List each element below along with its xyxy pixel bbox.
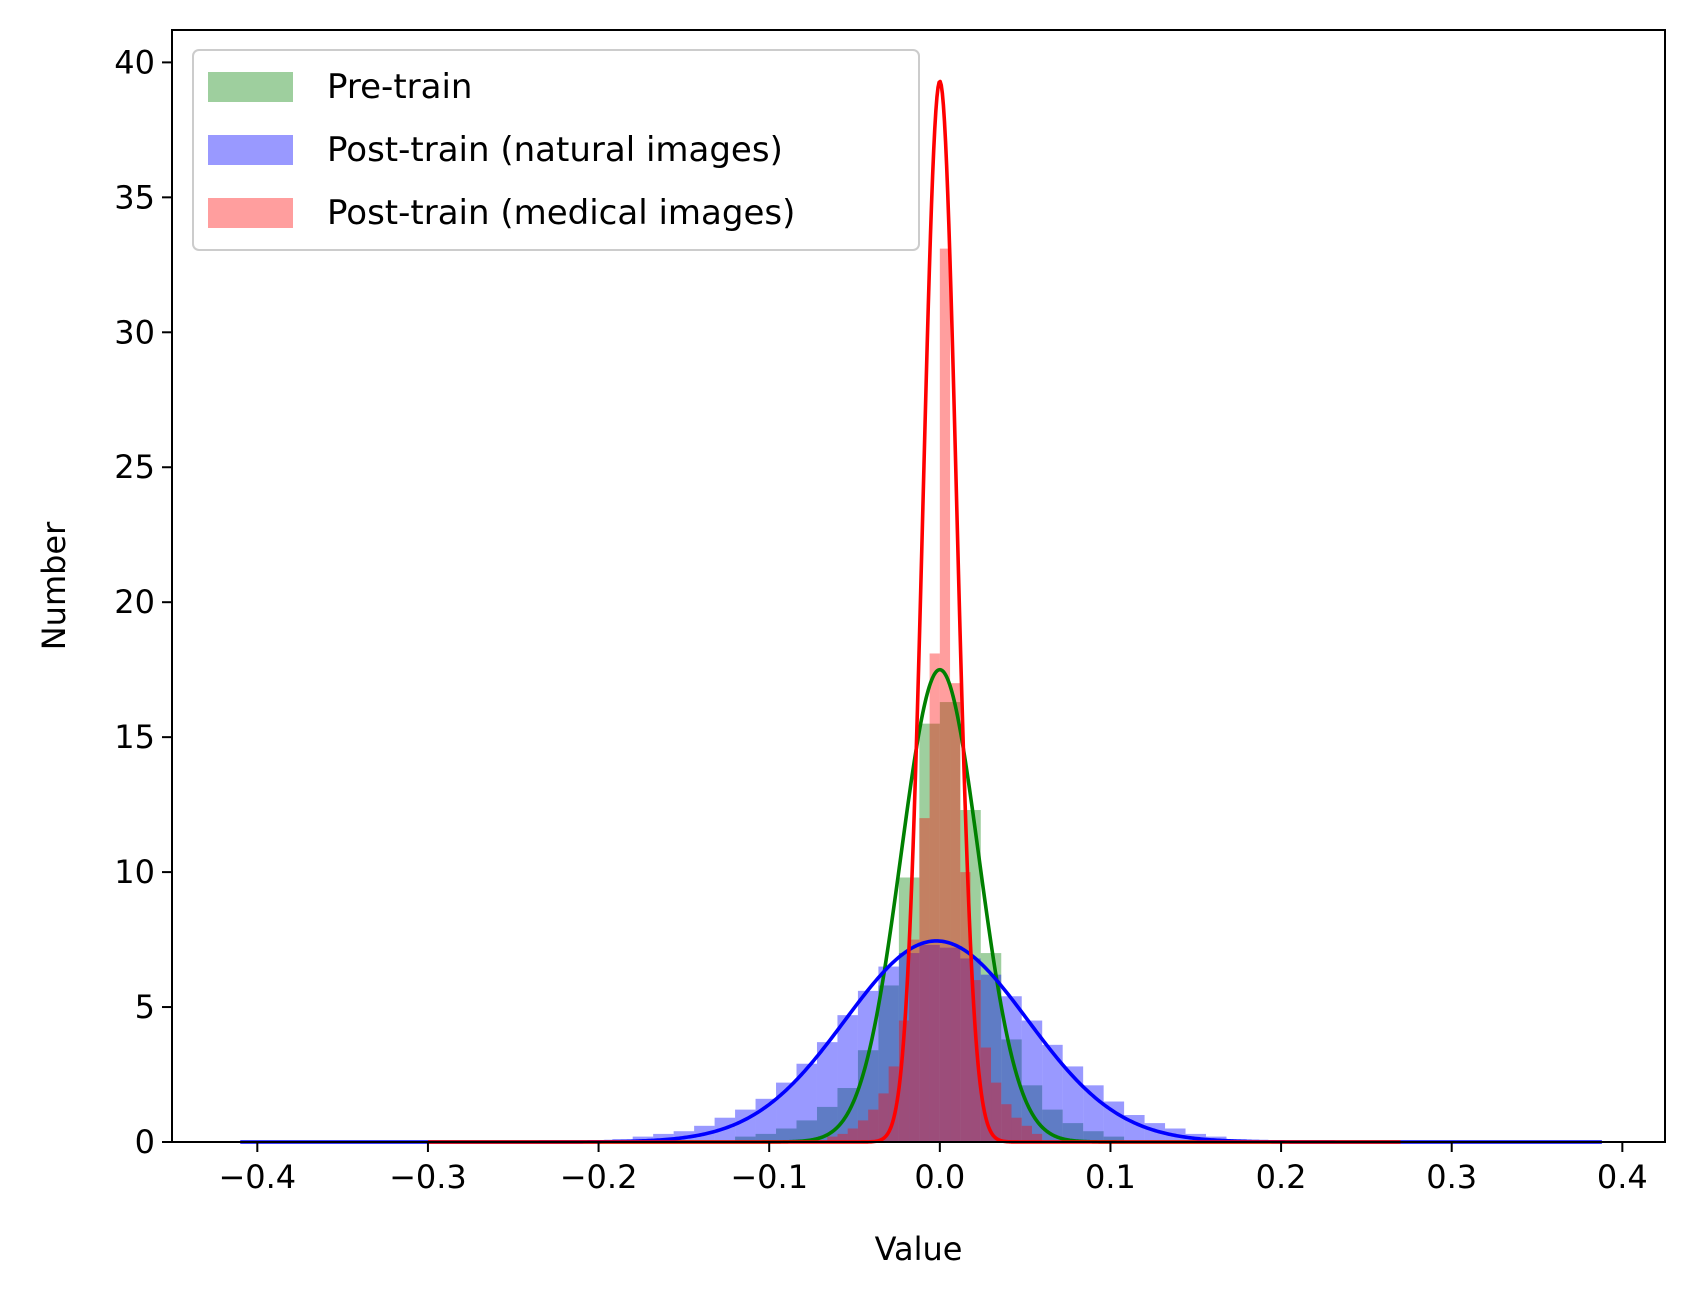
histogram-bar — [980, 1047, 992, 1142]
x-tick-label: −0.4 — [218, 1158, 296, 1196]
x-tick-label: 0.2 — [1256, 1158, 1307, 1196]
x-tick-label: −0.2 — [560, 1158, 638, 1196]
y-axis-label: Number — [35, 521, 73, 650]
histogram-bar — [1083, 1131, 1104, 1142]
histogram-bar — [847, 1128, 858, 1142]
y-tick-label: 25 — [114, 448, 155, 486]
series-2-bars — [827, 248, 1043, 1143]
histogram-bar — [980, 974, 1002, 1142]
histogram-bar — [991, 1082, 1002, 1142]
y-tick-label: 35 — [114, 178, 155, 216]
histogram-bar — [929, 653, 940, 1142]
series-0-bars — [735, 702, 1125, 1142]
y-tick-label: 15 — [114, 718, 155, 756]
histogram-bar — [1021, 1125, 1032, 1142]
histogram-bar — [950, 683, 961, 1142]
histogram-bar — [776, 1128, 797, 1142]
histogram-bar — [776, 1082, 797, 1142]
histogram-bar — [878, 1093, 889, 1142]
x-axis-label: Value — [875, 1230, 963, 1268]
legend-swatch — [208, 135, 293, 165]
histogram-bars — [612, 248, 1247, 1143]
x-tick-label: 0.4 — [1597, 1158, 1648, 1196]
y-tick-label: 40 — [114, 43, 155, 81]
legend-label: Post-train (medical images) — [327, 193, 795, 233]
x-axis-ticks: −0.4 −0.3 −0.2 −0.1 0.0 0.1 0.2 0.3 0.4 — [218, 1142, 1648, 1196]
histogram-bar — [1042, 1109, 1063, 1142]
histogram-bar — [898, 877, 920, 1142]
legend: Pre-train Post-train (natural images) Post… — [192, 49, 920, 251]
histogram-bar — [837, 1015, 858, 1142]
x-tick-label: −0.1 — [730, 1158, 808, 1196]
y-tick-label: 10 — [114, 853, 155, 891]
histogram-bar — [827, 1136, 838, 1142]
histogram-bar — [939, 248, 951, 1143]
x-tick-label: 0.1 — [1085, 1158, 1136, 1196]
y-axis-ticks: 0 5 10 15 20 25 30 35 40 — [114, 43, 172, 1161]
x-tick-label: 0.0 — [914, 1158, 965, 1196]
histogram-bar — [1001, 1039, 1022, 1142]
histogram-bar — [857, 1120, 869, 1142]
histogram-bar — [939, 702, 961, 1142]
legend-label: Pre-train — [327, 67, 472, 107]
histogram-bar — [878, 966, 899, 1142]
histogram-bar — [1001, 1104, 1012, 1142]
histogram-bar — [816, 1042, 838, 1142]
legend-box — [192, 49, 920, 251]
legend-entry: Pre-train — [208, 67, 472, 107]
histogram-bar — [919, 723, 940, 1142]
histogram-bar — [939, 947, 961, 1142]
y-tick-label: 5 — [135, 988, 155, 1026]
legend-label: Post-train (natural images) — [327, 130, 783, 170]
plot-frame — [171, 29, 1666, 1143]
histogram-bar — [1062, 1066, 1084, 1142]
legend-entry: Post-train (natural images) — [208, 130, 783, 170]
histogram-bar — [1031, 1133, 1043, 1142]
x-tick-label: 0.3 — [1426, 1158, 1477, 1196]
histogram-bar — [1103, 1136, 1125, 1142]
histogram-bar — [960, 958, 981, 1142]
x-tick-label: −0.3 — [389, 1158, 467, 1196]
histogram-bar — [898, 953, 920, 1142]
histogram-bar — [980, 953, 1002, 1142]
histogram-bar — [909, 939, 920, 1142]
histogram-bar — [970, 980, 981, 1142]
histogram-bar — [796, 1120, 817, 1142]
histogram-bar — [1021, 1020, 1043, 1142]
histogram-bar — [735, 1136, 756, 1142]
histogram-bar — [898, 1020, 910, 1142]
y-tick-label: 30 — [114, 313, 155, 351]
legend-swatch — [208, 198, 293, 228]
y-tick-label: 0 — [135, 1123, 155, 1161]
histogram-bar — [1042, 1044, 1063, 1142]
histogram-bar — [888, 1066, 899, 1142]
histogram-bar — [755, 1133, 777, 1142]
histogram-bar — [919, 944, 940, 1142]
histogram-bar — [878, 985, 899, 1142]
y-tick-label: 20 — [114, 583, 155, 621]
legend-entry: Post-train (medical images) — [208, 193, 795, 233]
histogram-bar — [1062, 1123, 1084, 1142]
histogram-bar — [919, 818, 930, 1142]
histogram-bar — [1011, 1117, 1022, 1142]
histogram-bar — [960, 872, 971, 1142]
histogram-bar — [1103, 1101, 1125, 1142]
histogram-bar — [868, 1109, 879, 1142]
histogram-bar — [837, 1133, 848, 1142]
histogram-bar — [796, 1063, 817, 1142]
legend-swatch — [208, 72, 293, 102]
